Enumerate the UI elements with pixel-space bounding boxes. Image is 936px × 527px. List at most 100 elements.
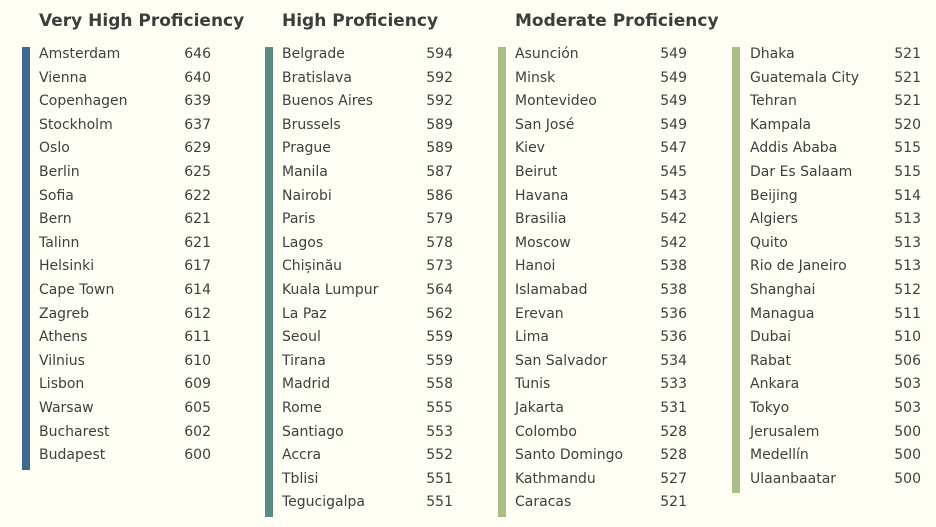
table-row: Asunción 549	[515, 43, 687, 67]
table-row: Addis Ababa 515	[750, 137, 921, 161]
city-name: Tirana	[282, 352, 326, 369]
city-score: 564	[426, 282, 453, 298]
city-name: Tegucigalpa	[282, 494, 365, 511]
city-name: La Paz	[282, 305, 327, 322]
city-score: 551	[426, 470, 453, 487]
city-name: Prague	[282, 140, 331, 157]
table-row: Dubai 510	[750, 326, 921, 350]
city-name: Tblisi	[282, 470, 319, 487]
city-name: Copenhagen	[39, 93, 128, 110]
group-heading: High Proficiency	[282, 11, 439, 31]
table-row: Budapest 600	[39, 444, 211, 468]
city-score: 558	[426, 376, 453, 393]
city-score: 617	[184, 258, 211, 275]
city-name: Lima	[515, 329, 549, 346]
city-score: 538	[660, 282, 687, 298]
city-name: Jakarta	[515, 400, 564, 416]
table-row: Medellín 500	[750, 444, 921, 468]
city-name: Caracas	[515, 494, 572, 511]
city-score: 621	[184, 234, 211, 251]
city-name: Havana	[515, 187, 569, 204]
table-row: San José 549	[515, 114, 687, 138]
table-row: Quito 513	[750, 232, 921, 256]
table-row: Jakarta 531	[515, 397, 687, 421]
group-color-bar	[22, 47, 30, 470]
city-score: 549	[660, 93, 687, 110]
table-row: Havana 543	[515, 185, 687, 209]
city-score: 513	[894, 258, 921, 275]
table-row: Rabat 506	[750, 350, 921, 374]
city-name: Montevideo	[515, 93, 597, 110]
city-name: Hanoi	[515, 258, 556, 275]
city-score: 528	[660, 423, 687, 440]
table-row: Managua 511	[750, 303, 921, 327]
table-row: Jerusalem 500	[750, 421, 921, 445]
city-name: Kathmandu	[515, 470, 596, 487]
table-row: Caracas 521	[515, 491, 687, 515]
city-name: Madrid	[282, 376, 331, 393]
city-name: Santiago	[282, 423, 344, 440]
table-row: Rio de Janeiro 513	[750, 255, 921, 279]
city-name: Warsaw	[39, 400, 94, 416]
city-name: Bern	[39, 211, 72, 228]
city-score: 605	[184, 400, 211, 416]
city-name: Lisbon	[39, 376, 85, 393]
city-score: 521	[894, 46, 921, 62]
city-score: 549	[660, 46, 687, 62]
city-score: 555	[426, 400, 453, 416]
city-score: 622	[184, 187, 211, 204]
table-row: Tegucigalpa 551	[282, 491, 453, 515]
city-score: 592	[426, 93, 453, 110]
city-name: Kuala Lumpur	[282, 282, 379, 298]
table-row: Kampala 520	[750, 114, 921, 138]
table-row: Shanghai 512	[750, 279, 921, 303]
city-name: Zagreb	[39, 305, 90, 322]
city-name: Rio de Janeiro	[750, 258, 847, 275]
table-row: Dhaka 521	[750, 43, 921, 67]
city-name: Budapest	[39, 447, 106, 464]
city-name: Berlin	[39, 164, 80, 180]
city-score: 637	[184, 116, 211, 133]
city-score: 553	[426, 423, 453, 440]
city-score: 589	[426, 140, 453, 157]
table-row: Kiev 547	[515, 137, 687, 161]
table-row: Stockholm 637	[39, 114, 211, 138]
table-row: Kuala Lumpur 564	[282, 279, 453, 303]
city-score: 552	[426, 447, 453, 464]
table-row: Vienna 640	[39, 67, 211, 91]
table-row: Madrid 558	[282, 373, 453, 397]
table-row: Cape Town 614	[39, 279, 211, 303]
table-row: Kathmandu 527	[515, 468, 687, 492]
table-row: Tblisi 551	[282, 468, 453, 492]
city-score: 621	[184, 211, 211, 228]
city-score: 579	[426, 211, 453, 228]
city-score: 506	[894, 352, 921, 369]
city-score: 536	[660, 305, 687, 322]
city-score: 545	[660, 164, 687, 180]
table-row: Colombo 528	[515, 421, 687, 445]
table-row: Santiago 553	[282, 421, 453, 445]
table-row: San Salvador 534	[515, 350, 687, 374]
table-row: Prague 589	[282, 137, 453, 161]
city-score: 629	[184, 140, 211, 157]
city-score: 562	[426, 305, 453, 322]
city-name: Dhaka	[750, 46, 795, 62]
city-score: 586	[426, 187, 453, 204]
city-score: 594	[426, 46, 453, 62]
city-name: Helsinki	[39, 258, 95, 275]
table-row: Talinn 621	[39, 232, 211, 256]
city-name: Shanghai	[750, 282, 816, 298]
table-row: Algiers 513	[750, 208, 921, 232]
table-row: Ankara 503	[750, 373, 921, 397]
city-name: Manila	[282, 164, 328, 180]
city-name: Belgrade	[282, 46, 345, 62]
group-heading: Moderate Proficiency	[515, 11, 719, 31]
city-score: 513	[894, 234, 921, 251]
city-score: 500	[894, 470, 921, 487]
city-score: 587	[426, 164, 453, 180]
table-row: Amsterdam 646	[39, 43, 211, 67]
table-row: Minsk 549	[515, 67, 687, 91]
city-name: Santo Domingo	[515, 447, 624, 464]
city-score: 614	[184, 282, 211, 298]
table-row: Berlin 625	[39, 161, 211, 185]
